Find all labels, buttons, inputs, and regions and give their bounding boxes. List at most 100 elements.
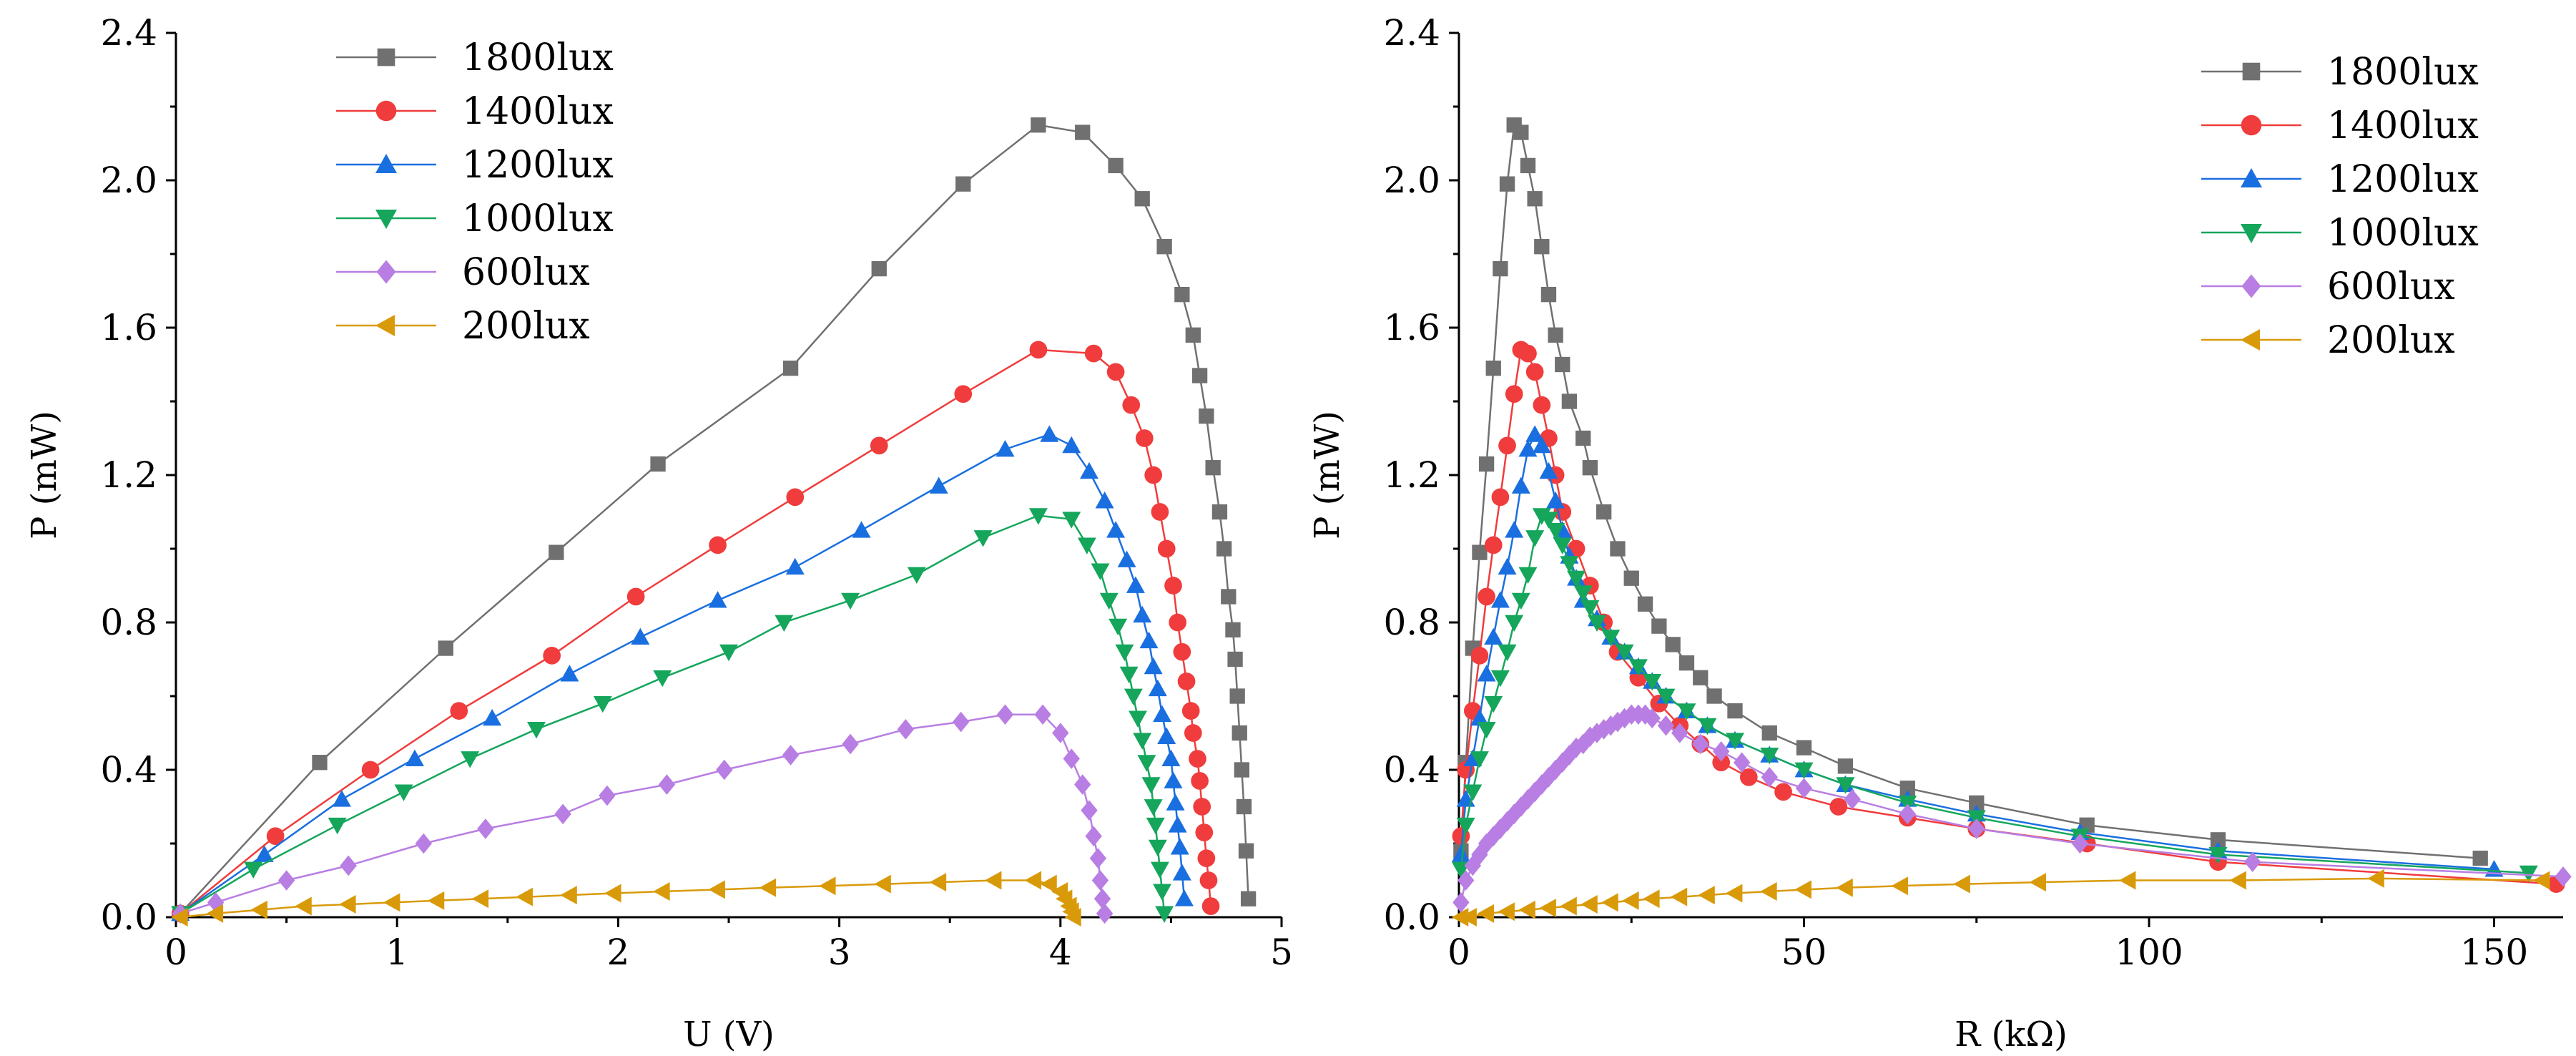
y-tick-label: 1.2 — [1383, 454, 1440, 496]
data-point-600lux — [1085, 826, 1102, 846]
data-point-1800lux — [1205, 460, 1221, 476]
data-point-1400lux — [709, 536, 727, 554]
data-point-600lux — [554, 803, 571, 825]
data-point-1000lux — [907, 567, 926, 585]
data-point-1000lux — [1477, 721, 1496, 739]
data-point-1000lux — [1643, 674, 1662, 691]
data-point-1200lux — [1166, 793, 1185, 811]
legend-label-1000lux: 1000lux — [462, 197, 614, 240]
data-point-1800lux — [1561, 393, 1578, 409]
data-point-1000lux — [1498, 644, 1517, 662]
chart-power-vs-resistance: 0.0 0.4 0.8 1.2 1.6 2.0 2.4 0 50 100 150 R (kΩ) P (m… — [1307, 12, 2572, 1055]
data-point-1800lux — [1899, 781, 1915, 796]
x-tick-label: 2 — [606, 932, 629, 973]
x-axis-title: U (V) — [683, 1015, 775, 1055]
y-tick-label: 1.6 — [1383, 307, 1440, 348]
data-point-600lux — [415, 833, 433, 854]
data-point-1000lux — [1153, 884, 1172, 901]
data-point-200lux — [759, 878, 777, 897]
data-point-1400lux — [1201, 897, 1220, 915]
data-point-1400lux — [1144, 466, 1163, 484]
data-point-600lux — [1795, 778, 1813, 799]
data-point-600lux — [996, 704, 1014, 725]
data-point-1400lux — [1195, 823, 1214, 841]
data-point-1000lux — [1560, 556, 1579, 573]
data-point-1400lux — [870, 436, 888, 455]
data-point-1800lux — [1761, 725, 1777, 741]
x-tick-label: 100 — [2115, 932, 2183, 973]
legend-label-600lux: 600lux — [462, 251, 590, 294]
data-point-1000lux — [1133, 733, 1152, 750]
data-point-1400lux — [1106, 363, 1125, 381]
data-point-1400lux — [1173, 642, 1191, 661]
data-point-1400lux — [266, 827, 285, 846]
data-point-1000lux — [526, 721, 546, 739]
data-point-1800lux — [1216, 541, 1232, 557]
data-point-1200lux — [1079, 461, 1098, 479]
data-point-1200lux — [1062, 436, 1081, 454]
y-tick-label: 2.4 — [1383, 12, 1440, 54]
data-point-1000lux — [1146, 817, 1165, 835]
data-point-1000lux — [1518, 567, 1538, 585]
legend-marker-1800lux — [2242, 62, 2261, 81]
data-point-200lux — [1622, 891, 1639, 910]
data-point-200lux — [206, 904, 224, 923]
data-point-200lux — [653, 881, 670, 901]
data-point-1200lux — [255, 845, 274, 862]
data-point-1800lux — [1555, 356, 1570, 373]
data-point-1200lux — [708, 591, 727, 608]
data-point-1800lux — [1706, 688, 1722, 704]
data-point-1200lux — [1148, 679, 1167, 697]
x-tick-label: 5 — [1270, 932, 1293, 973]
data-point-1800lux — [1191, 368, 1208, 383]
x-tick-label: 4 — [1049, 932, 1072, 973]
data-point-1200lux — [1505, 521, 1524, 538]
data-point-1200lux — [1174, 889, 1194, 906]
data-point-1400lux — [1829, 798, 1848, 816]
data-point-1000lux — [1698, 718, 1717, 735]
data-point-600lux — [2071, 833, 2089, 854]
data-point-1000lux — [775, 615, 794, 632]
data-point-200lux — [1794, 880, 1811, 899]
data-point-600lux — [1452, 892, 1470, 913]
data-point-1400lux — [1184, 724, 1202, 742]
y-tick-label: 2.0 — [100, 160, 157, 201]
data-point-1000lux — [1836, 777, 1855, 794]
x-tick-label: 150 — [2460, 932, 2528, 973]
series-200lux — [1451, 869, 2550, 927]
data-point-1800lux — [1513, 124, 1529, 140]
data-point-1200lux — [1546, 492, 1565, 509]
legend-marker-1000lux — [375, 210, 397, 229]
data-point-1200lux — [631, 627, 650, 645]
data-point-1000lux — [1588, 615, 1606, 632]
data-point-200lux — [985, 871, 1002, 890]
data-point-1800lux — [1727, 703, 1743, 719]
data-point-600lux — [1968, 818, 1985, 839]
data-point-1000lux — [394, 784, 413, 801]
data-point-200lux — [295, 896, 312, 916]
data-point-200lux — [1643, 889, 1660, 909]
data-point-1400lux — [626, 587, 645, 606]
data-point-1000lux — [1091, 563, 1110, 580]
data-point-1000lux — [1794, 762, 1814, 779]
data-point-600lux — [1034, 704, 1051, 725]
data-point-600lux — [842, 733, 859, 755]
data-point-1800lux — [1478, 456, 1495, 472]
data-point-200lux — [1836, 878, 1853, 897]
data-point-1800lux — [1520, 157, 1536, 174]
data-point-1000lux — [1124, 688, 1143, 705]
series-1000lux — [171, 508, 1174, 923]
data-point-1400lux — [1484, 536, 1503, 554]
data-point-1200lux — [405, 749, 424, 766]
data-point-1800lux — [1796, 740, 1812, 756]
data-point-1000lux — [1511, 592, 1530, 610]
series-1800lux — [1453, 117, 2488, 866]
data-point-1200lux — [1477, 665, 1496, 682]
data-point-600lux — [897, 719, 915, 740]
data-point-1800lux — [1075, 124, 1091, 140]
data-point-1000lux — [461, 751, 480, 768]
legend-marker-600lux — [376, 260, 396, 284]
data-point-200lux — [2229, 871, 2246, 890]
data-point-1800lux — [1199, 408, 1214, 424]
data-point-200lux — [1891, 876, 1908, 896]
